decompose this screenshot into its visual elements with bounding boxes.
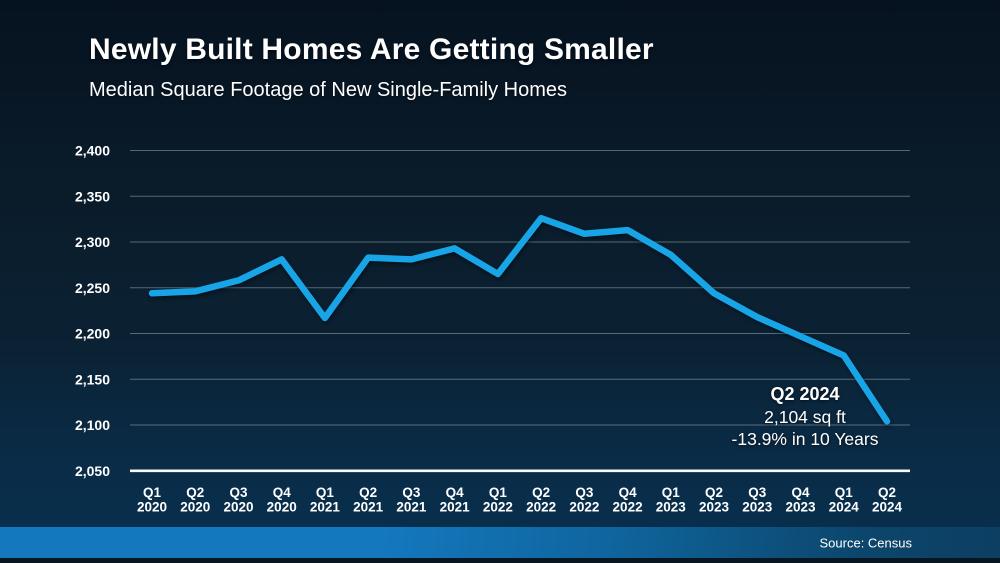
q2-2024-annotation: Q2 2024 2,104 sq ft -13.9% in 10 Years [645, 383, 965, 451]
page-title: Newly Built Homes Are Getting Smaller [89, 33, 654, 66]
y-tick-label: 2,350 [75, 188, 110, 204]
y-tick-label: 2,400 [75, 143, 110, 159]
x-tick-label: Q1 2023 [656, 485, 687, 515]
gridlines [130, 150, 910, 473]
x-tick-label: Q1 2024 [829, 485, 860, 515]
y-tick-label: 2,250 [75, 280, 110, 296]
x-tick-label: Q4 2023 [786, 485, 817, 515]
y-axis-labels: 2,400 2,350 2,300 2,250 2,200 2,150 2,100 2,050 [75, 143, 110, 479]
x-tick-label: Q3 2022 [569, 485, 599, 515]
x-tick-label: Q4 2020 [267, 485, 297, 515]
x-tick-label: Q2 2020 [180, 485, 210, 515]
bottom-strip [0, 558, 1000, 563]
x-tick-label: Q4 2021 [440, 485, 471, 515]
annotation-sqft: 2,104 sq ft [764, 406, 846, 427]
y-tick-label: 2,150 [75, 371, 110, 387]
x-tick-label: Q1 2020 [137, 485, 167, 515]
x-tick-label: Q1 2021 [310, 485, 341, 515]
x-tick-label: Q4 2022 [613, 485, 643, 515]
median-sqft-line [148, 214, 891, 425]
x-tick-label: Q3 2023 [742, 485, 773, 515]
x-tick-label: Q1 2022 [483, 485, 513, 515]
annotation-change: -13.9% in 10 Years [731, 429, 879, 449]
x-tick-label: Q3 2021 [396, 485, 427, 515]
bottom-bar: Source: Census [0, 527, 1000, 558]
x-tick-label: Q2 2021 [353, 485, 384, 515]
chart-subtitle: Median Square Footage of New Single-Fami… [89, 79, 567, 101]
y-tick-label: 2,100 [75, 417, 110, 433]
x-tick-label: Q3 2020 [223, 485, 253, 515]
x-axis-labels: Q1 2020 Q2 2020 Q3 2020 Q4 2020 Q1 2021 Q2 2021 Q3 20… [137, 485, 903, 515]
y-tick-label: 2,050 [75, 463, 110, 479]
x-tick-label: Q2 2022 [526, 485, 556, 515]
y-tick-label: 2,300 [75, 234, 110, 250]
y-tick-label: 2,200 [75, 326, 110, 342]
x-tick-label: Q2 2024 [872, 485, 903, 515]
source-label: Source: Census [819, 535, 913, 550]
x-tick-label: Q2 2023 [699, 485, 730, 515]
annotation-quarter: Q2 2024 [770, 384, 840, 404]
